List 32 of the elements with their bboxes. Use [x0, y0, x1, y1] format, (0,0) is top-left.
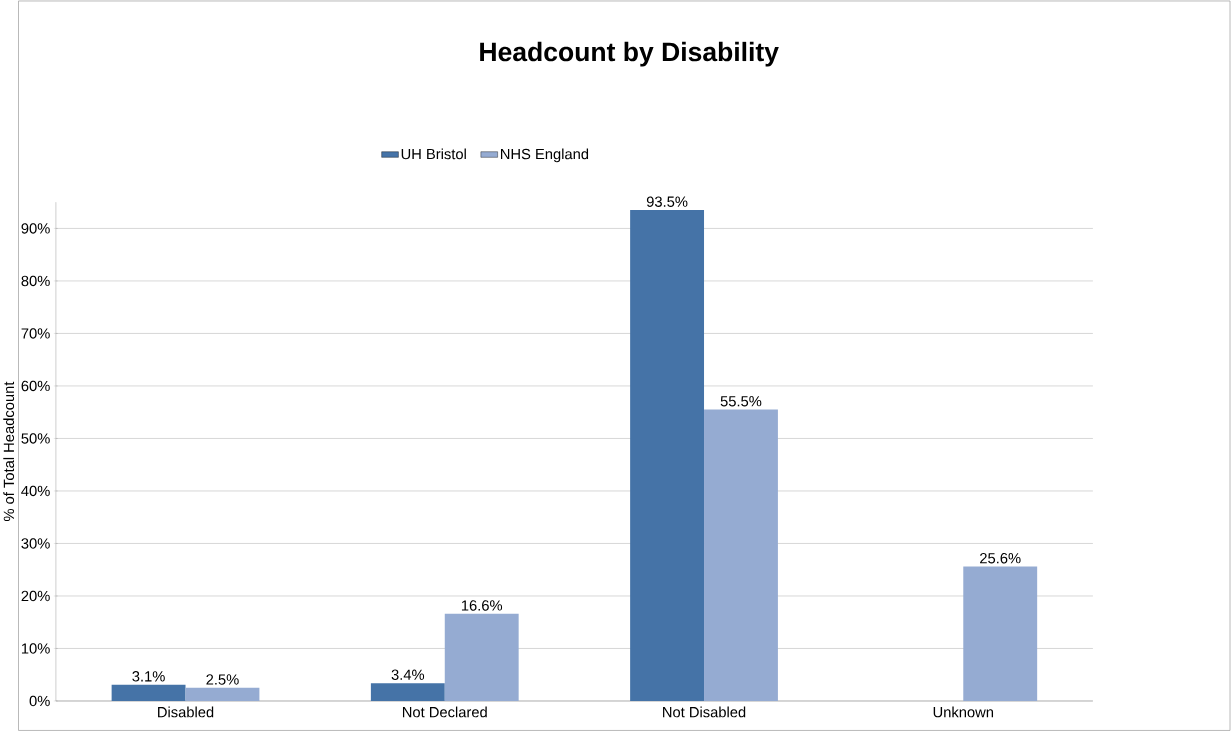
y-tick-label: 20% [21, 590, 50, 601]
bar [370, 682, 445, 701]
y-tick-label: 80% [21, 275, 50, 286]
y-tick-label: 30% [21, 538, 50, 549]
legend-label: UH Bristol [401, 148, 466, 160]
y-tick-label: 0% [29, 695, 50, 706]
y-tick-label: 60% [21, 380, 50, 391]
y-tick-label: 10% [21, 643, 50, 654]
data-label: 55.5% [720, 395, 762, 407]
bar [444, 613, 519, 701]
x-tick-label: Not Declared [402, 706, 487, 718]
data-label: 3.4% [391, 669, 425, 680]
data-label: 16.6% [461, 600, 503, 611]
legend-label: NHS England [501, 148, 589, 162]
bar [111, 684, 186, 701]
chart-title: Headcount by Disability [480, 41, 779, 67]
x-tick-label: Unknown [933, 706, 994, 718]
y-tick-label: 50% [21, 433, 50, 444]
bar [963, 566, 1038, 701]
data-label: 93.5% [646, 196, 688, 207]
y-tick-label: 70% [21, 328, 50, 339]
y-axis-title: % of Total Headcount [3, 381, 15, 521]
data-label: 25.6% [980, 552, 1021, 564]
bar [185, 687, 260, 701]
data-label: 2.5% [206, 674, 239, 685]
bar [704, 409, 778, 701]
data-label: 3.1% [132, 670, 165, 682]
y-tick-label: 90% [21, 223, 50, 234]
y-tick-label: 40% [21, 485, 50, 496]
x-tick-label: Disabled [158, 706, 214, 718]
bar [630, 209, 705, 701]
x-tick-label: Not Disabled [663, 706, 746, 718]
